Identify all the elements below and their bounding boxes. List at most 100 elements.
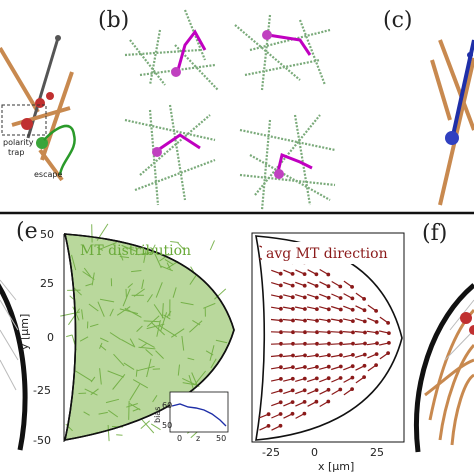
mt-filament: [132, 379, 149, 389]
motor-dot: [274, 169, 284, 179]
arrow-head: [279, 365, 283, 370]
title-background: [262, 242, 392, 264]
arrow-head: [362, 363, 367, 368]
arrow-head: [314, 272, 319, 277]
mt-filament: [136, 365, 155, 372]
mt-distribution-title: MT distribution: [80, 243, 191, 259]
mt-filament: [89, 323, 99, 328]
arrow-head: [351, 341, 355, 346]
arrow-head: [362, 319, 367, 324]
mt-filament: [141, 419, 155, 434]
panel-e-label: (e: [16, 219, 38, 244]
arrow-head: [302, 283, 307, 288]
mt-filament: [170, 241, 179, 243]
mt-filament: [108, 409, 119, 418]
mt-filament: [135, 369, 138, 377]
mt-filament: [107, 424, 110, 442]
arrow-head: [278, 423, 283, 428]
y-tick: -50: [33, 434, 51, 447]
arrow-head: [291, 330, 295, 335]
panel-c: [430, 39, 474, 206]
arrow-head: [303, 353, 307, 358]
inset-y-tick: 50: [162, 421, 172, 430]
mt-filament: [136, 325, 143, 332]
mt-filament: [121, 244, 137, 252]
motor-dot: [262, 30, 272, 40]
arrow-head: [362, 375, 367, 380]
arrow-head: [314, 295, 319, 300]
mt-filament: [146, 294, 153, 303]
mt-filament: [182, 382, 196, 386]
arrow-head: [339, 330, 343, 335]
mt-filament: [177, 364, 180, 376]
arrow-head: [338, 376, 343, 380]
arrow-head: [278, 271, 283, 276]
arrow-head: [339, 353, 343, 358]
arrow-head: [327, 330, 331, 335]
inset-x-tick: 0: [177, 434, 182, 443]
y-tick: 50: [40, 228, 54, 241]
mt-filament: [150, 321, 166, 336]
arrow-head: [291, 318, 295, 323]
arrow-head: [279, 353, 283, 358]
arrow-head: [327, 353, 331, 358]
mt-filament: [119, 308, 139, 315]
arrow-head: [279, 306, 283, 311]
arrow-head: [326, 272, 331, 277]
mt-filament: [210, 358, 217, 369]
arrow-head: [315, 330, 319, 335]
panel-d: [0, 279, 28, 451]
arrow-head: [326, 376, 331, 381]
mt-filament: [180, 301, 194, 306]
arrow-head: [350, 285, 355, 289]
arrow-head: [350, 307, 355, 312]
mt-filament: [146, 323, 165, 330]
x-axis-label: x [μm]: [318, 460, 354, 473]
mt-filament: [116, 434, 123, 436]
mt-filament: [82, 271, 95, 280]
y-tick: 0: [47, 331, 54, 344]
mt-filament: [99, 345, 107, 351]
arrow-head: [302, 400, 307, 404]
mt-filament: [67, 308, 81, 326]
mt-filament: [160, 312, 168, 331]
arrow-head: [314, 376, 319, 381]
mt-filament: [127, 283, 134, 288]
arrow-head: [266, 424, 271, 428]
arrow-head: [278, 388, 283, 393]
mt-filament: [129, 338, 136, 348]
arrow-head: [314, 388, 319, 393]
x-tick: 25: [370, 446, 384, 459]
mt-filament: [166, 262, 172, 271]
arrow-head: [315, 353, 319, 358]
mt-filament: [83, 267, 91, 277]
arrow-head: [279, 330, 283, 335]
mt-filament: [137, 251, 152, 256]
arrow-head: [266, 412, 271, 417]
mt-filament: [155, 350, 164, 359]
mt-filament: [187, 357, 195, 361]
arrow-head: [279, 341, 283, 346]
mt-filament: [138, 338, 155, 348]
arrow-head: [326, 364, 331, 369]
arrow-head: [315, 307, 319, 312]
arrow-head: [362, 308, 367, 313]
inset-y-label: bias: [153, 407, 162, 423]
motor-dot: [152, 147, 162, 157]
y-axis-label: y [μm]: [18, 314, 31, 350]
mt-filament: [138, 346, 156, 350]
panel-f: [414, 283, 474, 453]
arrow-head: [386, 351, 391, 356]
mt-filament: [156, 319, 161, 337]
arrow-head: [374, 320, 379, 324]
arrow-head: [326, 307, 331, 312]
arrow-head: [327, 318, 331, 323]
arrow-head: [350, 375, 355, 380]
mt-filament: [109, 308, 114, 317]
arrow-head: [339, 319, 343, 323]
inset-x-tick: 50: [216, 434, 226, 443]
arrow-head: [363, 341, 367, 346]
mt-filament: [143, 250, 147, 263]
mt-filament: [84, 388, 98, 396]
